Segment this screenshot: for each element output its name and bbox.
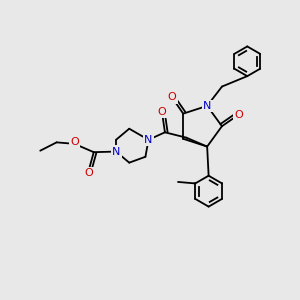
Text: O: O (234, 110, 243, 120)
Text: N: N (203, 101, 211, 111)
Text: N: N (144, 135, 153, 145)
Text: N: N (112, 147, 120, 157)
Text: O: O (167, 92, 176, 102)
Text: O: O (70, 137, 79, 147)
Text: O: O (158, 107, 166, 117)
Text: O: O (84, 168, 93, 178)
